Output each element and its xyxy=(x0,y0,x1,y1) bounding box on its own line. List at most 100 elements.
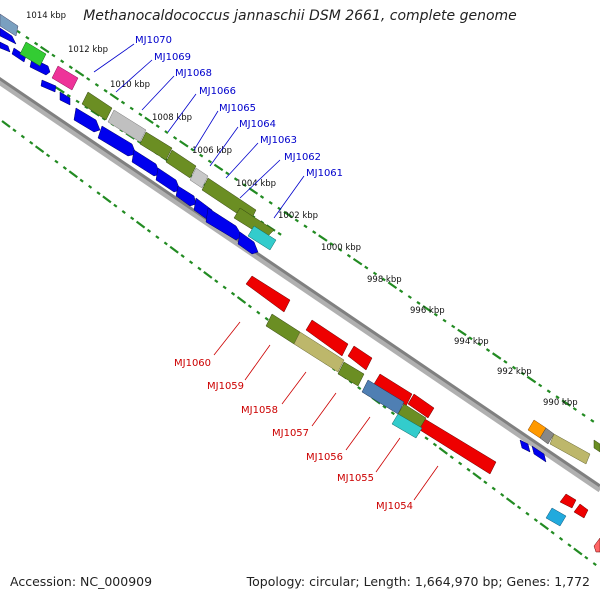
gene-arrow-forward[interactable] xyxy=(73,107,101,133)
gene-label[interactable]: MJ1060 xyxy=(174,358,211,369)
ruler-minor-tick xyxy=(329,242,334,246)
ruler-minor-tick xyxy=(129,106,134,111)
ruler-minor-tick xyxy=(188,260,194,265)
ruler-label: 998 kbp xyxy=(367,275,402,285)
feature-bar-gray[interactable] xyxy=(539,427,555,445)
reverse-gene-labels: MJ1060 MJ1059 MJ1058 MJ1057 MJ1056 MJ105… xyxy=(174,358,413,512)
gene-label[interactable]: MJ1069 xyxy=(154,52,191,63)
gene-arrow-forward[interactable] xyxy=(531,445,547,463)
ruler-minor-tick xyxy=(16,29,21,34)
gene-label[interactable]: MJ1063 xyxy=(260,135,297,146)
ruler-major-tick xyxy=(34,145,45,153)
ruler-minor-tick xyxy=(136,139,142,144)
gene-arrow-forward[interactable] xyxy=(40,79,57,93)
gene-label[interactable]: MJ1068 xyxy=(175,68,212,79)
gene-label[interactable]: MJ1066 xyxy=(199,86,236,97)
gene-label[interactable]: MJ1061 xyxy=(306,168,343,179)
ruler-minor-tick xyxy=(207,159,213,164)
ruler-minor-tick xyxy=(520,371,525,376)
ruler-minor-tick xyxy=(62,166,67,170)
ruler-major-tick xyxy=(438,447,448,455)
ruler-minor-tick xyxy=(86,77,91,81)
gene-arrow-reverse[interactable] xyxy=(559,493,577,509)
feature-bar-olive[interactable] xyxy=(265,313,301,345)
gene-arrow-reverse[interactable] xyxy=(573,503,589,519)
ruler-minor-tick xyxy=(163,241,168,246)
gene-label[interactable]: MJ1065 xyxy=(219,103,256,114)
ruler-minor-tick xyxy=(581,412,586,417)
feature-bar-green[interactable] xyxy=(593,439,600,453)
ruler-minor-tick xyxy=(68,65,73,70)
gene-arrow-reverse[interactable] xyxy=(593,537,600,553)
ruler-label: 1010 kbp xyxy=(110,80,150,90)
gene-arrow-forward[interactable] xyxy=(237,231,259,255)
map-title: Methanocaldococcus jannaschii DSM 2661, … xyxy=(83,8,517,24)
ruler-minor-tick xyxy=(338,247,343,252)
gene-arrow-forward[interactable] xyxy=(97,125,137,157)
feature-bar-olive[interactable] xyxy=(139,131,173,161)
feature-bar-khaki[interactable] xyxy=(293,331,345,373)
feature-bar-green[interactable] xyxy=(19,41,47,67)
feature-bar-cyan[interactable] xyxy=(247,225,277,251)
gene-label[interactable]: MJ1062 xyxy=(284,152,321,163)
ruler-minor-tick xyxy=(525,511,530,516)
feature-bar-lightgray[interactable] xyxy=(189,167,209,189)
ruler-minor-tick xyxy=(592,562,597,566)
ruler-minor-tick xyxy=(29,140,34,145)
ruler-major-tick xyxy=(472,472,482,480)
feature-bar-lightgray[interactable] xyxy=(107,109,147,143)
gene-arrow-reverse[interactable] xyxy=(245,275,291,313)
ruler-major-tick xyxy=(213,163,224,172)
ruler-minor-tick xyxy=(259,194,265,199)
ruler-minor-tick xyxy=(75,99,80,104)
feature-bar-gray[interactable] xyxy=(0,13,19,37)
ruler-major-tick xyxy=(561,399,572,407)
gene-arrow-reverse[interactable] xyxy=(305,319,349,357)
gene-label[interactable]: MJ1059 xyxy=(207,381,244,392)
ruler-label: 1014 kbp xyxy=(26,11,66,21)
ruler-minor-tick xyxy=(268,200,273,205)
ruler-major-tick xyxy=(318,234,328,242)
feature-bar-olive[interactable] xyxy=(165,149,197,179)
ruler-minor-tick xyxy=(12,128,17,133)
ruler-label: 994 kbp xyxy=(454,337,489,347)
backbone xyxy=(0,76,600,488)
ruler-minor-tick xyxy=(546,389,551,394)
gene-arrow-forward[interactable] xyxy=(0,27,17,45)
gene-label[interactable]: MJ1055 xyxy=(337,473,374,484)
gene-label[interactable]: MJ1054 xyxy=(376,501,413,512)
ruler-major-tick xyxy=(283,210,293,219)
gene-arrow-forward[interactable] xyxy=(519,439,531,453)
ruler-minor-tick xyxy=(584,555,589,560)
gene-label[interactable]: MJ1070 xyxy=(135,35,172,46)
ruler-minor-tick xyxy=(199,153,204,158)
ruler-major-tick xyxy=(109,92,120,101)
ruler-labels: 1014 kbp 1012 kbp 1010 kbp 1008 kbp 1006… xyxy=(26,11,578,408)
gene-label[interactable]: MJ1056 xyxy=(306,452,343,463)
gene-label[interactable]: MJ1058 xyxy=(241,405,278,416)
feature-bar-olive[interactable] xyxy=(337,361,365,387)
label-leaders-forward xyxy=(93,43,305,219)
feature-bar-olive[interactable] xyxy=(81,91,113,121)
gene-arrow-reverse[interactable] xyxy=(347,345,373,371)
ruler-minor-tick xyxy=(433,312,438,317)
gene-arrow-forward[interactable] xyxy=(59,91,71,106)
gene-arrow-forward[interactable] xyxy=(175,185,197,207)
feature-bar-skyblue[interactable] xyxy=(545,507,567,527)
ruler-minor-tick xyxy=(155,235,160,240)
ruler-major-tick xyxy=(179,140,189,148)
ruler-minor-tick xyxy=(233,177,239,182)
ruler-major-tick xyxy=(203,271,213,279)
feature-bar-cyan[interactable] xyxy=(391,413,423,439)
ruler-minor-tick xyxy=(477,342,482,347)
gene-label[interactable]: MJ1064 xyxy=(239,119,276,130)
gene-arrow-forward[interactable] xyxy=(0,41,11,53)
ruler-minor-tick xyxy=(357,386,362,390)
ruler-minor-tick xyxy=(483,480,488,485)
feature-bar-pink[interactable] xyxy=(51,65,79,91)
ruler-minor-tick xyxy=(197,266,202,271)
feature-bar-khaki[interactable] xyxy=(549,433,591,465)
gene-arrow-reverse[interactable] xyxy=(407,393,435,419)
ruler-label: 1002 kbp xyxy=(278,211,318,221)
gene-label[interactable]: MJ1057 xyxy=(272,428,309,439)
